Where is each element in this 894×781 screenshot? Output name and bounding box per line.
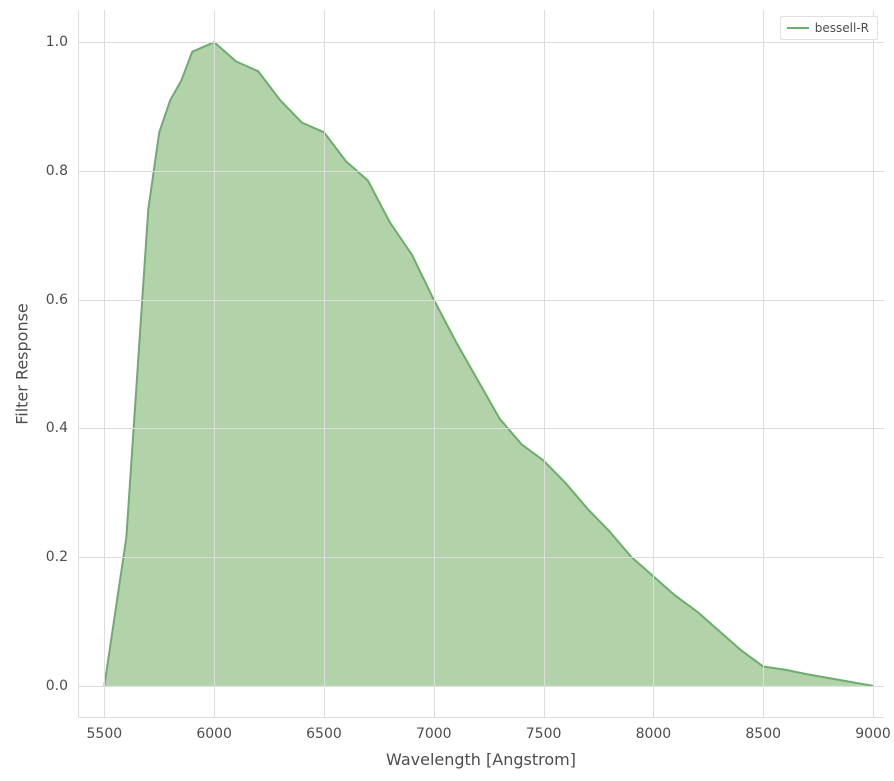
grid-line-vertical	[324, 10, 325, 718]
grid-line-horizontal	[78, 171, 884, 172]
x-tick-label: 8000	[636, 726, 672, 742]
x-axis-label: Wavelength [Angstrom]	[386, 750, 576, 769]
grid-line-vertical	[434, 10, 435, 718]
legend-swatch	[787, 27, 809, 29]
series-area	[104, 42, 873, 686]
x-tick-label: 8500	[745, 726, 781, 742]
y-tick-label: 1.0	[46, 34, 68, 50]
axis-spine-left	[78, 10, 79, 718]
y-tick-label: 0.4	[46, 420, 68, 436]
grid-line-vertical	[104, 10, 105, 718]
x-tick-label: 6500	[306, 726, 342, 742]
grid-line-horizontal	[78, 686, 884, 687]
grid-line-vertical	[763, 10, 764, 718]
grid-line-horizontal	[78, 557, 884, 558]
grid-line-horizontal	[78, 42, 884, 43]
grid-line-horizontal	[78, 300, 884, 301]
y-axis-label: Filter Response	[13, 303, 32, 425]
axis-spine-bottom	[78, 717, 884, 718]
x-tick-label: 6000	[196, 726, 232, 742]
y-tick-label: 0.2	[46, 549, 68, 565]
grid-line-vertical	[653, 10, 654, 718]
figure: Wavelength [Angstrom] Filter Response be…	[0, 0, 894, 781]
grid-line-vertical	[873, 10, 874, 718]
grid-line-horizontal	[78, 428, 884, 429]
x-tick-label: 9000	[855, 726, 891, 742]
y-tick-label: 0.6	[46, 292, 68, 308]
legend: bessell-R	[780, 16, 878, 40]
x-tick-label: 7500	[526, 726, 562, 742]
y-tick-label: 0.8	[46, 163, 68, 179]
x-tick-label: 7000	[416, 726, 452, 742]
grid-line-vertical	[544, 10, 545, 718]
grid-line-vertical	[214, 10, 215, 718]
y-tick-label: 0.0	[46, 678, 68, 694]
plot-area	[78, 10, 884, 718]
x-tick-label: 5500	[87, 726, 123, 742]
legend-label: bessell-R	[815, 21, 869, 35]
